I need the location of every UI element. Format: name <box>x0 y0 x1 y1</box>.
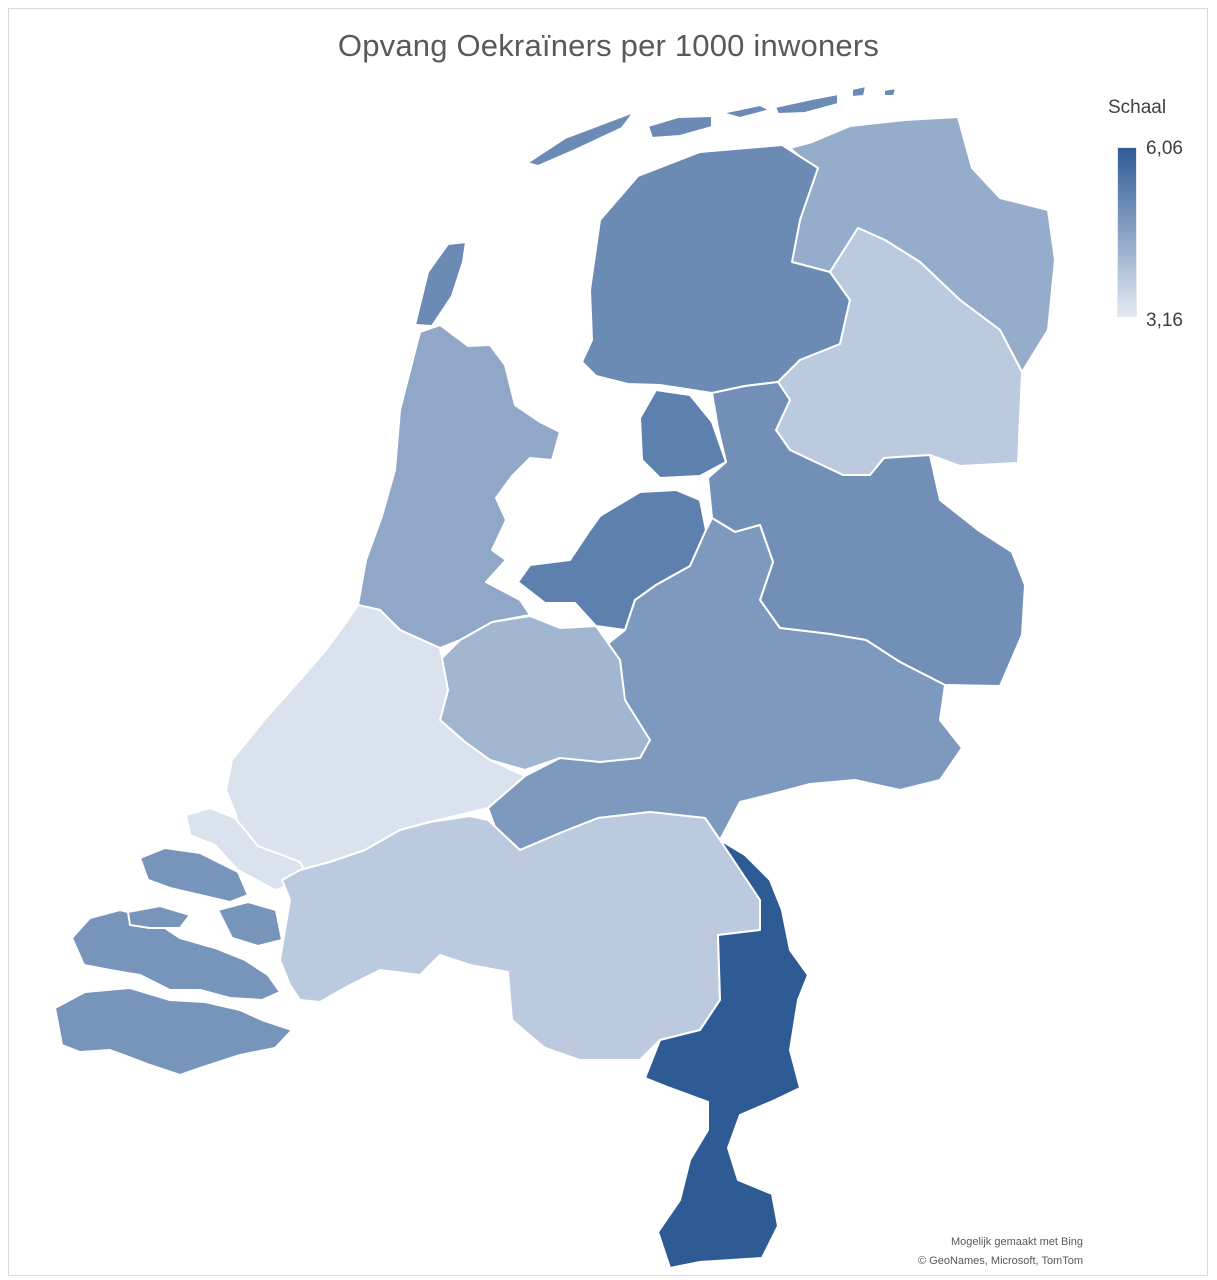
attribution-bing: Mogelijk gemaakt met Bing <box>950 1236 1083 1248</box>
province-noord-holland <box>357 324 561 649</box>
island-schiermonnikoog-b <box>774 93 839 115</box>
island-rottumerplaat <box>883 87 897 97</box>
province-zeeland-schouwen <box>139 847 249 903</box>
legend-gradient-bar <box>1117 147 1137 317</box>
map-title: Opvang Oekraïners per 1000 inwoners <box>337 28 880 63</box>
province-limburg <box>644 839 809 1269</box>
island-vlieland-terschelling <box>526 111 635 167</box>
wadden-islands <box>414 85 897 327</box>
island-rottumeroog <box>851 85 867 98</box>
legend-max-label: 6,06 <box>1146 138 1183 159</box>
province-zeeuws-vlaanderen <box>54 987 293 1076</box>
province-zeeland-tholen <box>217 901 283 947</box>
island-ameland <box>647 115 713 139</box>
province-flevoland-north <box>639 389 727 479</box>
island-texel <box>414 241 467 327</box>
attribution-copyright: © GeoNames, Microsoft, TomTom <box>918 1255 1083 1267</box>
island-schiermonnikoog-a <box>721 104 771 119</box>
legend-title: Schaal <box>1108 97 1167 118</box>
province-zeeland-noord-beveland <box>127 905 191 929</box>
legend-min-label: 3,16 <box>1146 310 1183 331</box>
